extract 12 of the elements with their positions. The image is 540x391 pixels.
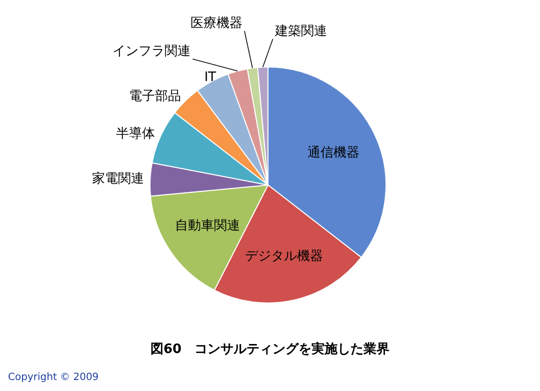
slice-label: インフラ関連 bbox=[112, 44, 191, 59]
slice-label: IT bbox=[204, 70, 216, 86]
slice-label: 医療機器 bbox=[190, 16, 242, 31]
slice-label: 半導体 bbox=[116, 126, 155, 142]
slice-label: 建築関連 bbox=[274, 24, 327, 39]
slice-label: デジタル機器 bbox=[244, 248, 323, 264]
slice-label: 電子部品 bbox=[129, 88, 182, 104]
text: Copyright © 2009 bbox=[8, 372, 99, 383]
text: 図60 コンサルティングを実施した業界 bbox=[149, 340, 391, 358]
slice-label: 通信機器 bbox=[308, 145, 360, 160]
slice-label: 自動車関連 bbox=[174, 218, 240, 234]
slice-label: 家電関連 bbox=[92, 170, 144, 187]
